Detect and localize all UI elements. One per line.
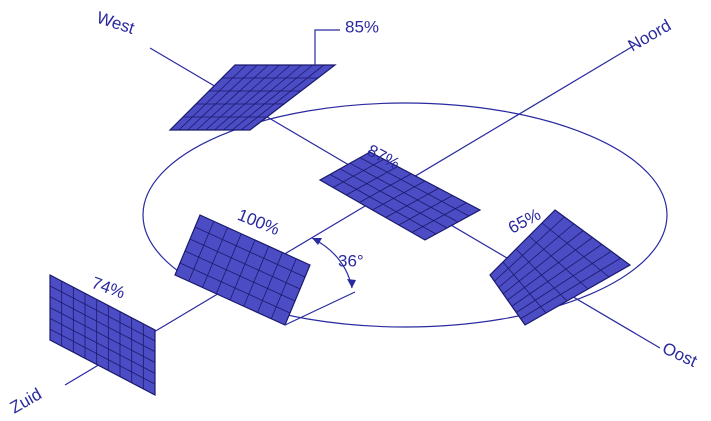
solar-panel [318,151,482,241]
panel-cell-line [49,285,156,342]
arrow-head [312,238,322,245]
panel-cell-line [202,227,228,288]
panels [49,64,632,396]
panel-cell-line [229,239,256,301]
panel-cell-line [528,235,589,290]
panel-cell-line [215,233,242,294]
panel-cell-line [359,173,412,203]
panel-cell-line [187,64,258,131]
panel-cell-line [332,158,384,188]
tilt-angle: 36° [338,251,364,270]
panel-cell-line [49,328,156,385]
panel-cell-line [502,230,584,295]
direction-label: West [94,8,137,38]
panel-cell-line [515,248,568,302]
panel-yield: 85% [345,17,379,36]
panel-cell-line [214,64,291,131]
panel-cell-line [49,307,156,363]
panel-cell-line [359,157,470,217]
panel-cell-line [398,195,453,226]
panel-cell-line [511,244,603,307]
panel-cell-line [189,238,301,290]
direction-label: Zuid [7,384,45,417]
panel-cell-line [494,216,565,282]
panel-cell-line [498,223,575,288]
panel-cell-line [346,166,398,196]
panel-cell-line [196,64,269,131]
north-south-axis [64,44,636,386]
panel-cell-line [516,250,612,313]
panel-cell-line [411,202,467,233]
panel-cell-line [541,222,610,278]
panel-cell-line [385,187,439,218]
leader-line [314,29,340,65]
panel-cell-line [179,262,291,314]
tilt-baseline [284,291,356,326]
panel-cell-line [257,252,283,313]
panel-cell-line [49,317,156,374]
panel-cell-line [372,180,426,211]
solar-panel [489,209,632,326]
panel-cell-line [507,237,593,301]
panel-cell-line [178,64,247,131]
arrow-head [347,279,356,288]
panel-cell-line [194,226,306,278]
panel-cell-line [243,246,270,307]
panel-cell-line [329,174,437,235]
panel-cell-line [184,250,296,302]
direction-label: Noord [625,16,675,56]
panel-cell-line [502,261,547,314]
panel-cell-line [349,162,459,223]
direction-label: Oost [659,338,700,371]
panel-cell-line [223,64,302,131]
panel-cell-line [520,257,621,320]
panel-cell-line [240,64,325,131]
panel-cell-line [49,296,156,353]
orientation-ellipse [142,102,668,328]
panel-cell-line [205,64,280,131]
panel-cell-line [339,168,448,229]
panel-cell-line [188,221,215,282]
panel-cell-line [231,64,314,131]
panel-cell-line [270,258,297,319]
